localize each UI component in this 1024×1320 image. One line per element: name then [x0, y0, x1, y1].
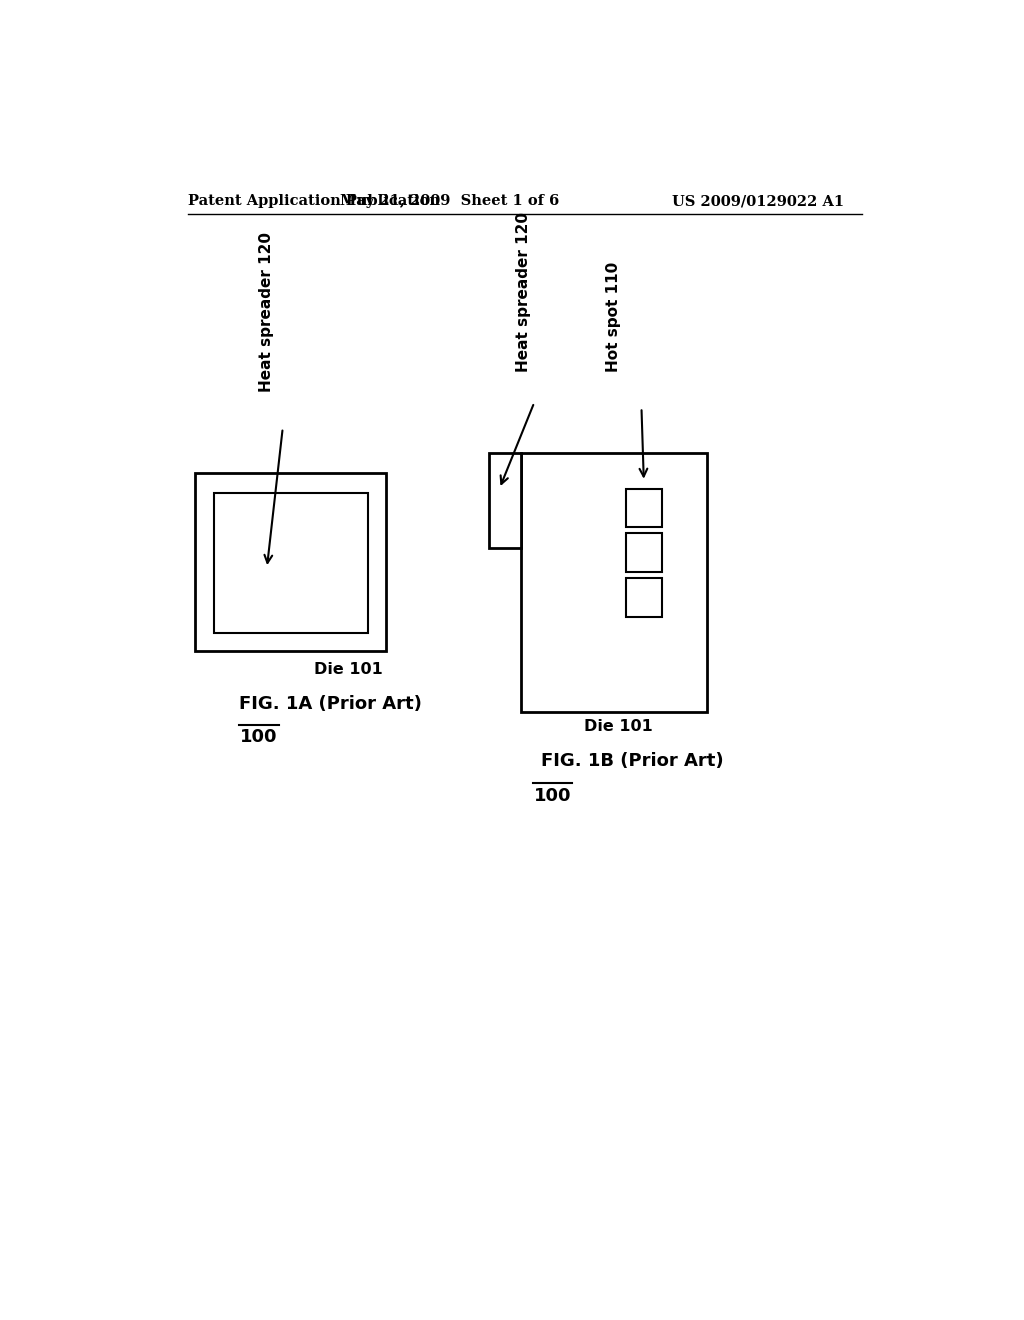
Text: US 2009/0129022 A1: US 2009/0129022 A1	[672, 194, 844, 209]
Bar	[196, 474, 386, 651]
Bar	[627, 488, 663, 528]
Text: 100: 100	[534, 787, 571, 804]
Text: FIG. 1A (Prior Art): FIG. 1A (Prior Art)	[240, 696, 422, 713]
Bar	[627, 533, 663, 572]
Text: Patent Application Publication: Patent Application Publication	[187, 194, 439, 209]
Bar	[489, 453, 521, 548]
Text: May 21, 2009  Sheet 1 of 6: May 21, 2009 Sheet 1 of 6	[340, 194, 559, 209]
Text: Die 101: Die 101	[314, 661, 383, 677]
Text: Hot spot 110: Hot spot 110	[606, 261, 622, 372]
Bar	[521, 453, 708, 713]
Text: Heat spreader 120: Heat spreader 120	[259, 232, 274, 392]
Text: Die 101: Die 101	[585, 719, 653, 734]
Bar	[214, 492, 369, 634]
Text: Heat spreader 120: Heat spreader 120	[516, 211, 530, 372]
Text: 100: 100	[241, 727, 278, 746]
Bar	[627, 578, 663, 616]
Text: FIG. 1B (Prior Art): FIG. 1B (Prior Art)	[541, 752, 723, 770]
